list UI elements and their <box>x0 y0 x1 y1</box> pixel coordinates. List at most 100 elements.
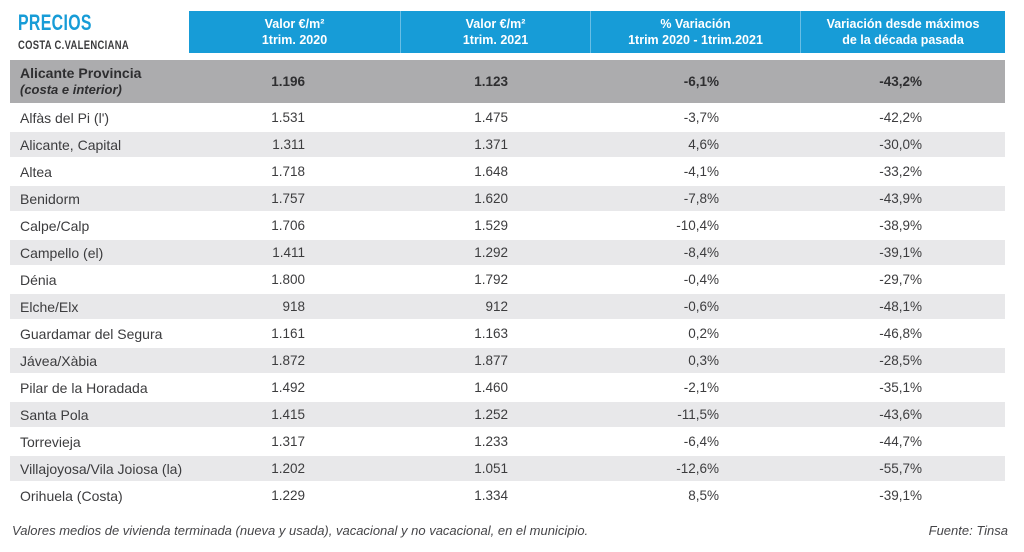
variation-pct: 0,2% <box>688 326 719 341</box>
column-header-line2: de la década pasada <box>842 33 964 47</box>
variation-decade-pct: -30,0% <box>879 137 922 152</box>
municipality-name: Torrevieja <box>20 433 81 450</box>
value-2021: 1.877 <box>474 353 508 368</box>
variation-decade-pct: -28,5% <box>879 353 922 368</box>
variation-pct: -10,4% <box>676 218 719 233</box>
value-2020: 1.229 <box>271 488 305 503</box>
value-2021: 1.475 <box>474 110 508 125</box>
municipality-name: Alicante, Capital <box>20 136 122 153</box>
table-row: Alicante, Capital 1.311 1.371 4,6% -30,0… <box>10 132 1005 159</box>
variation-pct: 8,5% <box>688 488 719 503</box>
summary-name: Alicante Provincia (costa e interior) <box>10 65 189 99</box>
variation-pct: -3,7% <box>683 110 719 125</box>
variation-decade-pct: -35,1% <box>879 380 922 395</box>
column-header-line1: Variación desde máximos <box>826 16 980 31</box>
value-2020: 1.757 <box>271 191 305 206</box>
municipality-name: Alfàs del Pi (l') <box>20 109 110 126</box>
table-row: Dénia 1.800 1.792 -0,4% -29,7% <box>10 267 1005 294</box>
table-row: Villajoyosa/Vila Joiosa (la) 1.202 1.051… <box>10 456 1005 483</box>
summary-variation-pct: -6,1% <box>683 74 719 89</box>
table-row: Calpe/Calp 1.706 1.529 -10,4% -38,9% <box>10 213 1005 240</box>
value-2021: 912 <box>485 299 508 314</box>
variation-pct: -8,4% <box>683 245 719 260</box>
variation-pct: -2,1% <box>683 380 719 395</box>
column-header-band: Valor €/m² 1trim. 2020 Valor €/m² 1trim.… <box>189 11 1005 53</box>
table-row: Benidorm 1.757 1.620 -7,8% -43,9% <box>10 186 1005 213</box>
municipality-name: Santa Pola <box>20 406 89 423</box>
value-2021: 1.334 <box>474 488 508 503</box>
price-table: Alicante Provincia (costa e interior) 1.… <box>10 60 1005 510</box>
municipality-name: Altea <box>20 163 52 180</box>
municipality-name: Guardamar del Segura <box>20 325 163 342</box>
variation-pct: -0,6% <box>683 299 719 314</box>
footnote-text: Valores medios de vivienda terminada (nu… <box>12 523 589 538</box>
table-row: Torrevieja 1.317 1.233 -6,4% -44,7% <box>10 429 1005 456</box>
column-header-valor-2020: Valor €/m² 1trim. 2020 <box>189 11 400 53</box>
table-row: Alfàs del Pi (l') 1.531 1.475 -3,7% -42,… <box>10 105 1005 132</box>
value-2021: 1.163 <box>474 326 508 341</box>
column-header-line1: Valor €/m² <box>465 16 526 31</box>
value-2020: 1.492 <box>271 380 305 395</box>
summary-row-alicante-provincia: Alicante Provincia (costa e interior) 1.… <box>10 60 1005 103</box>
summary-variation-decade-pct: -43,2% <box>879 74 922 89</box>
value-2020: 1.872 <box>271 353 305 368</box>
variation-decade-pct: -44,7% <box>879 434 922 449</box>
variation-decade-pct: -29,7% <box>879 272 922 287</box>
value-2020: 1.706 <box>271 218 305 233</box>
page-subtitle: COSTA C.VALENCIANA <box>18 40 130 52</box>
column-header-line2: 1trim. 2021 <box>462 33 529 47</box>
table-footnotes: Valores medios de vivienda terminada (nu… <box>12 523 1008 538</box>
variation-decade-pct: -43,9% <box>879 191 922 206</box>
value-2021: 1.252 <box>474 407 508 422</box>
variation-decade-pct: -48,1% <box>879 299 922 314</box>
summary-name-title: Alicante Provincia <box>20 64 142 81</box>
municipality-name: Dénia <box>20 271 57 288</box>
variation-pct: 4,6% <box>688 137 719 152</box>
variation-decade-pct: -55,7% <box>879 461 922 476</box>
value-2020: 1.800 <box>271 272 305 287</box>
variation-decade-pct: -33,2% <box>879 164 922 179</box>
column-header-variacion: % Variación 1trim 2020 - 1trim.2021 <box>590 11 800 53</box>
variation-pct: 0,3% <box>688 353 719 368</box>
municipality-name: Campello (el) <box>20 244 104 261</box>
column-header-line1: % Variación <box>660 16 731 31</box>
value-2020: 1.317 <box>271 434 305 449</box>
variation-pct: -6,4% <box>683 434 719 449</box>
column-header-line2: 1trim. 2020 <box>261 33 328 47</box>
value-2020: 1.311 <box>272 137 305 152</box>
municipality-name: Benidorm <box>20 190 80 207</box>
table-row: Orihuela (Costa) 1.229 1.334 8,5% -39,1% <box>10 483 1005 510</box>
variation-decade-pct: -38,9% <box>879 218 922 233</box>
source-text: Fuente: Tinsa <box>928 523 1008 538</box>
value-2021: 1.648 <box>474 164 508 179</box>
table-row: Santa Pola 1.415 1.252 -11,5% -43,6% <box>10 402 1005 429</box>
municipality-name: Jávea/Xàbia <box>20 352 98 369</box>
value-2021: 1.051 <box>474 461 508 476</box>
variation-pct: -0,4% <box>683 272 719 287</box>
table-row: Altea 1.718 1.648 -4,1% -33,2% <box>10 159 1005 186</box>
value-2020: 1.202 <box>271 461 305 476</box>
summary-value-2020: 1.196 <box>271 74 305 89</box>
table-row: Jávea/Xàbia 1.872 1.877 0,3% -28,5% <box>10 348 1005 375</box>
municipality-name: Orihuela (Costa) <box>20 487 123 504</box>
page-title: PRECIOS <box>18 10 92 35</box>
value-2021: 1.529 <box>474 218 508 233</box>
value-2020: 1.531 <box>271 110 305 125</box>
column-header-line1: Valor €/m² <box>264 16 325 31</box>
value-2020: 1.411 <box>272 245 305 260</box>
variation-pct: -12,6% <box>676 461 719 476</box>
variation-decade-pct: -42,2% <box>879 110 922 125</box>
variation-decade-pct: -39,1% <box>879 488 922 503</box>
value-2021: 1.460 <box>474 380 508 395</box>
table-row: Campello (el) 1.411 1.292 -8,4% -39,1% <box>10 240 1005 267</box>
summary-name-note: (costa e interior) <box>20 82 122 98</box>
table-row: Elche/Elx 918 912 -0,6% -48,1% <box>10 294 1005 321</box>
column-header-variacion-maximos: Variación desde máximos de la década pas… <box>800 11 1005 53</box>
municipality-name: Elche/Elx <box>20 298 79 315</box>
value-2020: 1.161 <box>271 326 305 341</box>
municipality-name: Calpe/Calp <box>20 217 90 234</box>
variation-pct: -4,1% <box>683 164 719 179</box>
variation-pct: -11,5% <box>677 407 719 422</box>
table-row: Pilar de la Horadada 1.492 1.460 -2,1% -… <box>10 375 1005 402</box>
